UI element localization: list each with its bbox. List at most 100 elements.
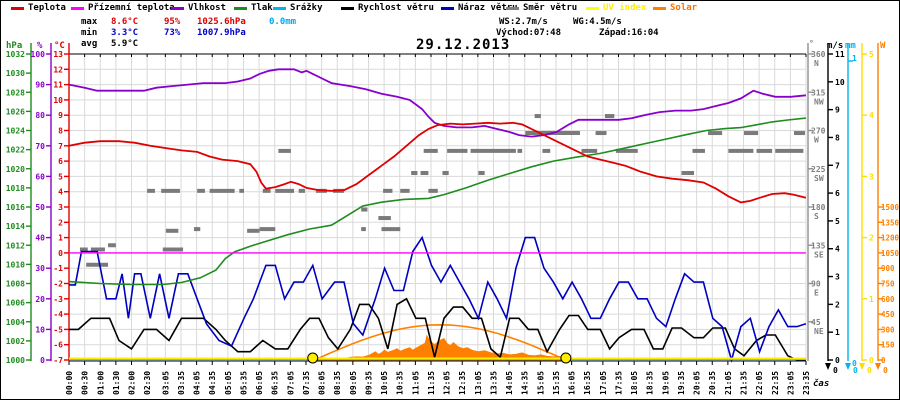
svg-text:1014: 1014 bbox=[6, 222, 25, 231]
svg-text:150: 150 bbox=[881, 341, 895, 350]
legend-item-10: Solar bbox=[653, 2, 697, 14]
svg-text:7: 7 bbox=[835, 161, 840, 170]
stat-min-temp: 3.3°C bbox=[111, 28, 139, 38]
svg-text:6: 6 bbox=[58, 157, 63, 166]
svg-text:0: 0 bbox=[58, 249, 63, 258]
svg-text:0: 0 bbox=[835, 356, 840, 365]
legend-label: Směr větru bbox=[523, 3, 578, 13]
legend-swatch bbox=[11, 6, 24, 10]
svg-text:1018: 1018 bbox=[6, 184, 25, 193]
svg-text:1: 1 bbox=[852, 54, 857, 63]
svg-text:0: 0 bbox=[853, 366, 858, 375]
svg-text:01:00: 01:00 bbox=[96, 371, 105, 395]
legend-label: Vlhkost bbox=[188, 3, 226, 13]
svg-text:30: 30 bbox=[35, 264, 45, 273]
svg-text:22:05: 22:05 bbox=[755, 371, 764, 395]
legend-item-9: UV index bbox=[586, 2, 646, 14]
pressure-axis: 1032 1030 1028 1026 1024 1022 1020 1018 1016 1014… bbox=[6, 41, 32, 365]
stat-avg-temp: 5.9°C bbox=[111, 39, 139, 49]
legend-swatch bbox=[71, 6, 84, 10]
legend-label: Solar bbox=[670, 3, 698, 13]
legend-swatch bbox=[341, 6, 354, 10]
svg-text:09:35: 09:35 bbox=[364, 371, 373, 395]
svg-text:SE: SE bbox=[814, 250, 824, 259]
legend-swatch bbox=[171, 6, 184, 10]
sunrise-marker bbox=[307, 352, 319, 364]
svg-text:20: 20 bbox=[35, 295, 45, 304]
svg-text:90: 90 bbox=[35, 81, 45, 90]
svg-text:21:35: 21:35 bbox=[739, 371, 748, 395]
svg-text:1028: 1028 bbox=[6, 88, 25, 97]
svg-text:17:35: 17:35 bbox=[614, 371, 623, 395]
svg-text:05:35: 05:35 bbox=[239, 371, 248, 395]
svg-text:NE: NE bbox=[814, 327, 824, 336]
svg-text:%: % bbox=[37, 41, 43, 51]
stat-max-temp: 8.6°C bbox=[111, 17, 139, 27]
svg-text:E: E bbox=[814, 289, 819, 298]
svg-text:14:35: 14:35 bbox=[521, 371, 530, 395]
legend-swatch bbox=[273, 6, 286, 10]
precip-axis: 1 0 mm bbox=[845, 41, 857, 368]
svg-text:3: 3 bbox=[58, 203, 63, 212]
wind-speed-line bbox=[69, 297, 806, 361]
svg-text:1: 1 bbox=[869, 295, 874, 304]
svg-text:0: 0 bbox=[833, 366, 838, 375]
svg-text:135: 135 bbox=[811, 241, 826, 250]
svg-text:7: 7 bbox=[58, 142, 63, 151]
solar-area bbox=[315, 334, 568, 361]
svg-text:16:35: 16:35 bbox=[583, 371, 592, 395]
svg-text:07:05: 07:05 bbox=[286, 371, 295, 395]
svg-text:15:05: 15:05 bbox=[536, 371, 545, 395]
svg-text:-3: -3 bbox=[53, 295, 63, 304]
svg-text:°C: °C bbox=[54, 41, 65, 51]
svg-text:1030: 1030 bbox=[6, 69, 25, 78]
legend-item-2: Přízemní teplota bbox=[71, 2, 175, 14]
humidity-line bbox=[68, 68, 806, 138]
svg-text:1024: 1024 bbox=[6, 127, 25, 136]
svg-text:1026: 1026 bbox=[6, 107, 25, 116]
grid bbox=[69, 54, 807, 360]
legend-label: Náraz větru bbox=[458, 3, 518, 13]
x-axis-title: čas bbox=[813, 379, 830, 389]
svg-text:18:35: 18:35 bbox=[646, 371, 655, 395]
svg-text:2: 2 bbox=[869, 234, 874, 243]
stat-wind-speed: WS:2.7m/s bbox=[499, 17, 548, 27]
svg-text:11:05: 11:05 bbox=[411, 371, 420, 395]
svg-text:6: 6 bbox=[835, 189, 840, 198]
svg-text:-5: -5 bbox=[53, 325, 63, 334]
stat-min-humidity: 73% bbox=[164, 28, 181, 38]
svg-text:08:35: 08:35 bbox=[333, 371, 342, 395]
legend-item-1: Teplota bbox=[11, 2, 66, 14]
svg-text:10:05: 10:05 bbox=[380, 371, 389, 395]
stat-wind-gust: WG:4.5m/s bbox=[573, 17, 622, 27]
svg-text:360: 360 bbox=[811, 50, 826, 59]
svg-text:3: 3 bbox=[869, 172, 874, 181]
svg-text:10:35: 10:35 bbox=[396, 371, 405, 395]
svg-text:2: 2 bbox=[835, 300, 840, 309]
legend-label: Tlak bbox=[251, 3, 273, 13]
svg-text:11: 11 bbox=[53, 81, 63, 90]
temperature-line bbox=[68, 121, 807, 204]
stat-min-label: min bbox=[81, 28, 98, 38]
svg-text:9: 9 bbox=[58, 111, 63, 120]
svg-text:45: 45 bbox=[811, 318, 821, 327]
svg-text:14:05: 14:05 bbox=[505, 371, 514, 395]
svg-text:08:05: 08:05 bbox=[318, 371, 327, 395]
svg-text:1: 1 bbox=[835, 328, 840, 337]
svg-text:1000: 1000 bbox=[6, 356, 25, 365]
svg-text:3: 3 bbox=[835, 273, 840, 282]
svg-text:09:05: 09:05 bbox=[349, 371, 358, 395]
stat-avg-label: avg bbox=[81, 39, 98, 49]
svg-text:NW: NW bbox=[814, 97, 824, 106]
svg-text:1020: 1020 bbox=[6, 165, 25, 174]
legend-swatch bbox=[506, 6, 519, 10]
svg-text:W: W bbox=[814, 136, 819, 145]
svg-text:0: 0 bbox=[867, 366, 872, 375]
svg-text:22:35: 22:35 bbox=[771, 371, 780, 395]
svg-text:8: 8 bbox=[835, 133, 840, 142]
sunset-marker bbox=[560, 352, 572, 364]
